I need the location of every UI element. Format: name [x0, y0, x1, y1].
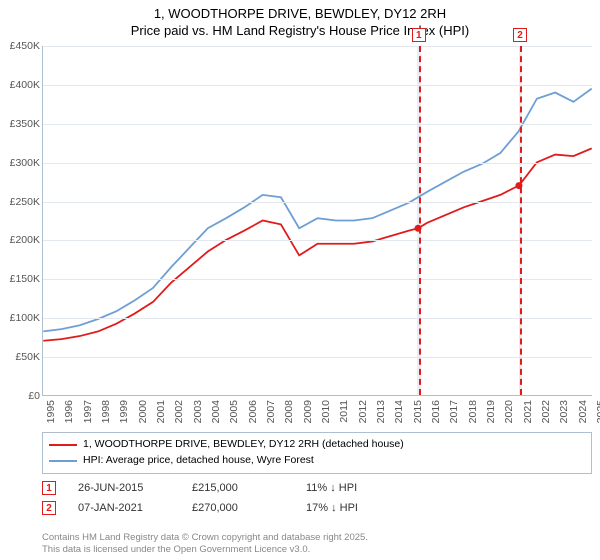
gridline [43, 85, 592, 86]
sale-marker-box: 1 [412, 28, 426, 42]
y-tick-label: £300K [0, 157, 40, 169]
legend-label-price-paid: 1, WOODTHORPE DRIVE, BEWDLEY, DY12 2RH (… [83, 437, 404, 453]
y-tick-label: £0 [0, 390, 40, 402]
legend-item-price-paid: 1, WOODTHORPE DRIVE, BEWDLEY, DY12 2RH (… [49, 437, 585, 453]
y-tick-label: £450K [0, 40, 40, 52]
y-tick-label: £50K [0, 351, 40, 363]
sale-price: £215,000 [192, 482, 284, 494]
gridline [43, 46, 592, 47]
legend-item-hpi: HPI: Average price, detached house, Wyre… [49, 453, 585, 469]
chart-svg [43, 46, 592, 395]
gridline [43, 163, 592, 164]
copyright-notice: Contains HM Land Registry data © Crown c… [42, 532, 368, 556]
sale-price: £270,000 [192, 502, 284, 514]
legend: 1, WOODTHORPE DRIVE, BEWDLEY, DY12 2RH (… [42, 432, 592, 474]
y-tick-label: £250K [0, 196, 40, 208]
y-tick-label: £100K [0, 312, 40, 324]
series-hpi [43, 89, 591, 332]
copyright-line-1: Contains HM Land Registry data © Crown c… [42, 532, 368, 544]
copyright-line-2: This data is licensed under the Open Gov… [42, 544, 368, 556]
chart-title-block: 1, WOODTHORPE DRIVE, BEWDLEY, DY12 2RH P… [0, 0, 600, 40]
plot-area: 12 [42, 46, 592, 396]
sale-vline [520, 46, 522, 395]
gridline [43, 279, 592, 280]
sale-row: 2 07-JAN-2021 £270,000 17% ↓ HPI [42, 498, 398, 518]
y-tick-label: £350K [0, 118, 40, 130]
sale-date: 07-JAN-2021 [78, 502, 170, 514]
gridline [43, 202, 592, 203]
y-tick-label: £200K [0, 234, 40, 246]
legend-label-hpi: HPI: Average price, detached house, Wyre… [83, 453, 314, 469]
sale-row: 1 26-JUN-2015 £215,000 11% ↓ HPI [42, 478, 398, 498]
y-tick-label: £400K [0, 79, 40, 91]
chart-container: 1, WOODTHORPE DRIVE, BEWDLEY, DY12 2RH P… [0, 0, 600, 560]
sale-vline [419, 46, 421, 395]
title-line-1: 1, WOODTHORPE DRIVE, BEWDLEY, DY12 2RH [0, 6, 600, 23]
gridline [43, 318, 592, 319]
sale-marker-box: 2 [513, 28, 527, 42]
sale-delta: 17% ↓ HPI [306, 502, 398, 514]
sales-table: 1 26-JUN-2015 £215,000 11% ↓ HPI 2 07-JA… [42, 478, 398, 518]
gridline [43, 124, 592, 125]
legend-swatch-price-paid [49, 444, 77, 446]
gridline [43, 357, 592, 358]
x-tick-label: 2025 [595, 400, 600, 423]
sale-marker-2: 2 [42, 501, 56, 515]
sale-delta: 11% ↓ HPI [306, 482, 398, 494]
title-line-2: Price paid vs. HM Land Registry's House … [0, 23, 600, 40]
sale-date: 26-JUN-2015 [78, 482, 170, 494]
legend-swatch-hpi [49, 460, 77, 462]
gridline [43, 240, 592, 241]
y-tick-label: £150K [0, 273, 40, 285]
series-price_paid [43, 148, 591, 340]
sale-marker-1: 1 [42, 481, 56, 495]
